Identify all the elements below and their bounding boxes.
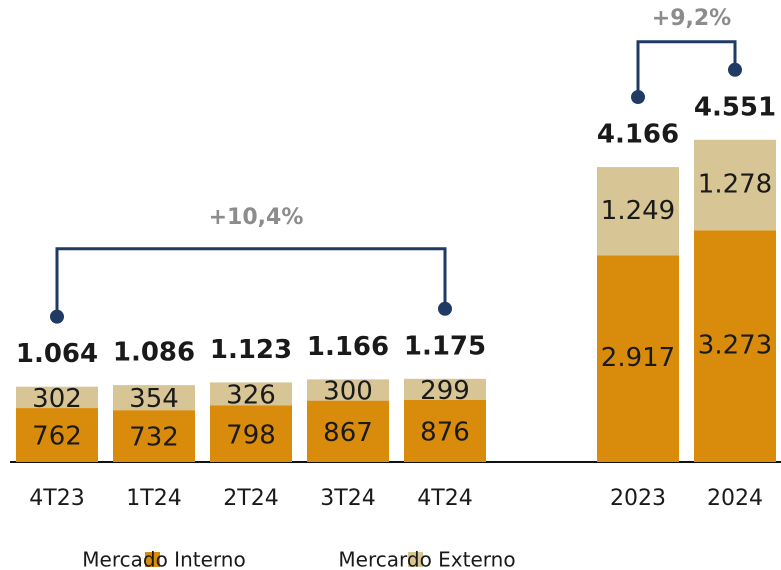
growth-annotation: +10,4% (209, 205, 304, 230)
segment-label: 1.249 (601, 196, 675, 226)
segment-label: 1.278 (698, 170, 772, 200)
x-tick-label: 4T24 (417, 486, 472, 511)
bar-segment (404, 378, 486, 400)
bar-segment (113, 410, 195, 462)
segment-label: 798 (226, 420, 276, 450)
bar-segment (307, 379, 389, 401)
bar-segment (307, 400, 389, 462)
bar-segment (16, 386, 98, 409)
x-tick-label: 1T24 (126, 486, 181, 511)
total-label: 1.123 (210, 335, 292, 365)
bar-segment (16, 408, 98, 462)
segment-label: 302 (32, 384, 82, 414)
segment-label: 3.273 (698, 331, 772, 361)
x-tick-label: 2023 (610, 486, 666, 511)
bar-segment (694, 139, 776, 231)
total-label: 4.166 (597, 120, 679, 150)
bar-segment (210, 405, 292, 462)
segment-label: 326 (226, 380, 276, 410)
growth-annotation: +9,2% (652, 6, 731, 31)
bracket-dot (50, 309, 64, 324)
legend-swatch (145, 552, 160, 567)
segment-label: 2.917 (601, 343, 675, 373)
total-label: 1.064 (16, 339, 98, 369)
bracket-dot (631, 90, 645, 105)
legend-label: Mercado Interno (82, 548, 245, 570)
legend-label: Mercardo Externo (338, 548, 515, 570)
x-tick-label: 2T24 (223, 486, 278, 511)
bar-segment (597, 255, 679, 462)
segment-label: 876 (420, 417, 470, 447)
total-label: 1.175 (404, 331, 486, 361)
growth-bracket (636, 40, 737, 98)
segment-label: 867 (323, 418, 373, 448)
segment-label: 299 (420, 376, 470, 406)
legend-swatch (408, 552, 423, 567)
bar-segment (113, 385, 195, 411)
total-label: 1.086 (113, 338, 195, 368)
growth-bracket (55, 247, 447, 317)
bar-segment (210, 382, 292, 406)
segment-label: 762 (32, 422, 82, 452)
bar-segment (597, 167, 679, 256)
segment-label: 300 (323, 376, 373, 406)
bracket-dot (438, 301, 452, 316)
total-label: 4.551 (694, 92, 776, 122)
x-tick-label: 4T23 (29, 486, 84, 511)
x-tick-label: 2024 (707, 486, 763, 511)
bracket-dot (728, 62, 742, 77)
segment-label: 732 (129, 423, 179, 453)
segment-label: 354 (129, 384, 179, 414)
bar-segment (404, 399, 486, 462)
bar-segment (694, 230, 776, 462)
x-tick-label: 3T24 (320, 486, 375, 511)
total-label: 1.166 (307, 332, 389, 362)
